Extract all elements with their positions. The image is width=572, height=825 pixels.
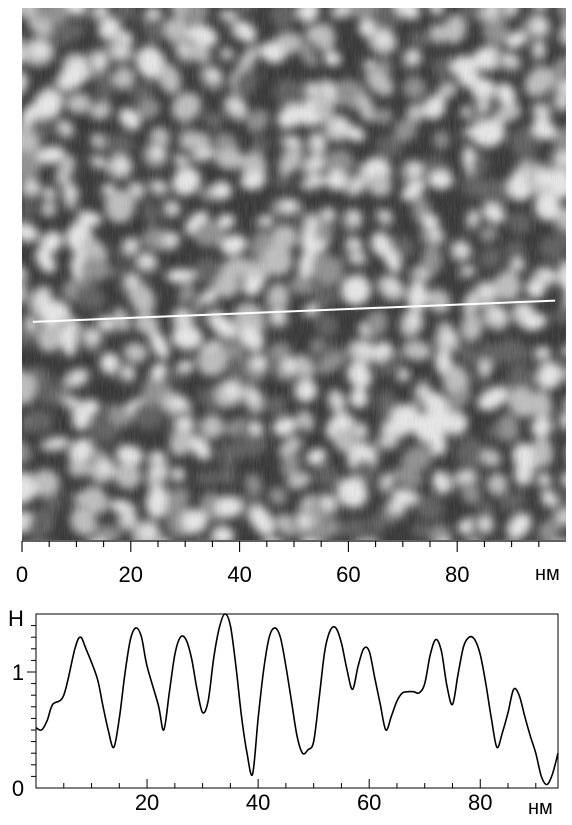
afm-x-tick-label: 0 bbox=[16, 562, 28, 587]
afm-grain-highlight bbox=[538, 8, 544, 9]
afm-grain-highlight bbox=[128, 554, 142, 562]
afm-grain bbox=[193, 539, 211, 540]
afm-image-panel: 0 20 40 60 80 нм bbox=[16, 8, 572, 587]
afm-x-tick-label: 60 bbox=[336, 562, 360, 587]
profile-y-axis-label: H bbox=[8, 606, 24, 631]
afm-x-tick-label: 20 bbox=[119, 562, 143, 587]
height-profile-panel: H 20 40 60 80 0 1 нм bbox=[0, 600, 572, 820]
profile-x-tick-label: 80 bbox=[468, 790, 492, 815]
afm-grain-highlight bbox=[28, 546, 37, 554]
afm-grain bbox=[489, 538, 528, 570]
afm-grain bbox=[251, 541, 274, 566]
afm-scan-line bbox=[32, 299, 556, 323]
profile-x-tick-label: 40 bbox=[246, 790, 270, 815]
profile-ticks: 20 40 60 80 0 1 bbox=[12, 625, 537, 815]
afm-noise-layer bbox=[22, 8, 566, 540]
profile-series-line bbox=[35, 613, 559, 786]
profile-y-tick-label: 0 bbox=[12, 776, 24, 801]
profile-x-unit-label: нм bbox=[528, 797, 553, 819]
profile-y-tick-label: 1 bbox=[12, 660, 24, 685]
afm-grain bbox=[21, 541, 41, 562]
height-profile-chart: H 20 40 60 80 0 1 нм bbox=[8, 606, 559, 819]
profile-x-tick-label: 60 bbox=[357, 790, 381, 815]
afm-x-ticks: 0 20 40 60 80 bbox=[16, 541, 540, 587]
afm-grain-highlight bbox=[566, 26, 572, 38]
afm-x-tick-label: 80 bbox=[445, 562, 469, 587]
afm-grain bbox=[470, 544, 502, 576]
afm-grain-highlight bbox=[59, 555, 76, 564]
afm-grain-highlight bbox=[307, 540, 316, 550]
afm-grain bbox=[313, 541, 338, 568]
afm-x-unit-label: нм bbox=[535, 563, 560, 585]
profile-plot-frame bbox=[35, 613, 559, 789]
afm-image-chart: 0 20 40 60 80 нм bbox=[16, 8, 572, 587]
afm-grain-highlight bbox=[22, 373, 23, 375]
afm-x-tick-label: 40 bbox=[227, 562, 251, 587]
afm-grain-highlight bbox=[95, 542, 108, 553]
afm-grain-highlight bbox=[555, 546, 572, 562]
afm-grain bbox=[50, 543, 82, 581]
afm-grain bbox=[154, 548, 186, 578]
afm-grain bbox=[381, 548, 407, 574]
afm-grain bbox=[402, 544, 430, 572]
profile-x-tick-label: 20 bbox=[135, 790, 159, 815]
afm-grain-highlight bbox=[259, 548, 270, 555]
afm-grain-highlight bbox=[22, 268, 25, 277]
